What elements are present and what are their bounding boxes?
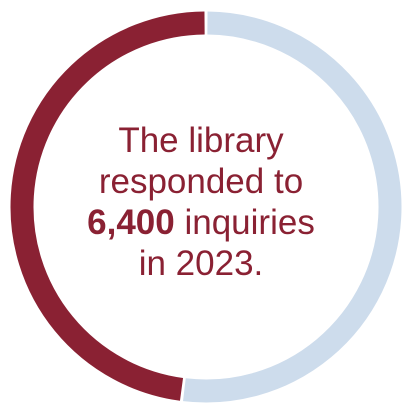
inquiries-count: 6,400 [87, 203, 175, 242]
center-caption: The library responded to 6,400 inquiries… [66, 120, 336, 284]
donut-slice-1 [10, 11, 205, 401]
caption-line-1: The library [118, 121, 284, 160]
caption-line-2: responded to [98, 162, 304, 201]
donut-slices [10, 11, 402, 403]
caption-line-3-rest: inquiries [174, 203, 315, 242]
caption-line-3: 6,400 inquiries [66, 202, 336, 243]
caption-line-4: in 2023. [138, 244, 264, 283]
donut-slice-2 [183, 11, 402, 403]
